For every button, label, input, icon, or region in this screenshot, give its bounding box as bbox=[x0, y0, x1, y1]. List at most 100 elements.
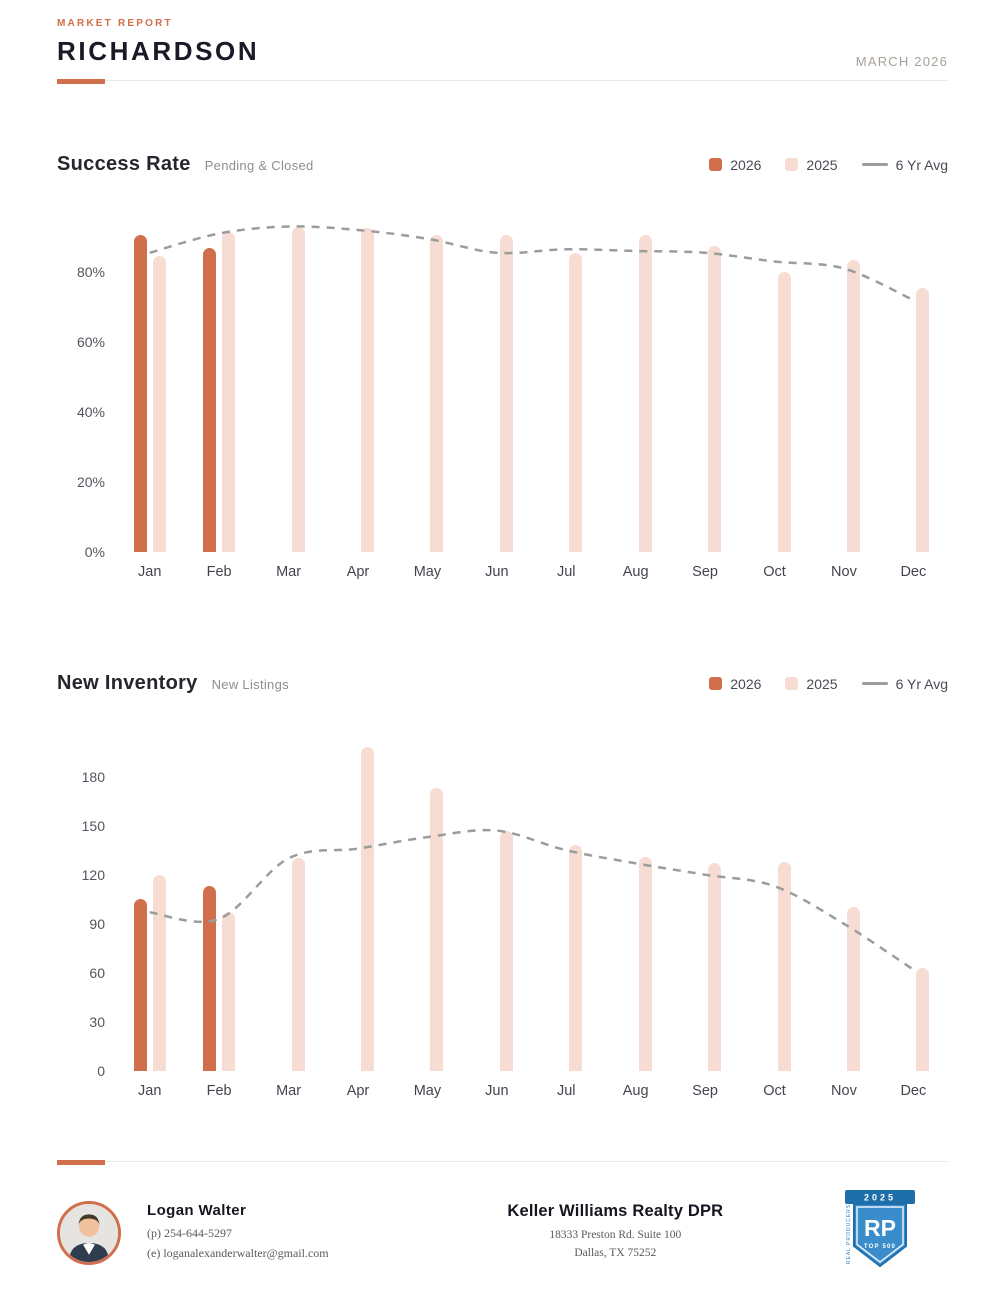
x-axis-label: Feb bbox=[206, 1083, 232, 1099]
bar-2025 bbox=[846, 259, 860, 552]
x-axis-label: May bbox=[413, 1083, 442, 1099]
legend-avg-line-icon bbox=[861, 163, 888, 166]
badge-shield bbox=[852, 1203, 907, 1268]
bars-layer bbox=[115, 202, 948, 552]
category-slot bbox=[254, 721, 323, 1071]
award-badge: REAL PRODUCERS 2025 RP TOP 500 bbox=[842, 1186, 918, 1279]
x-axis-label: Jan bbox=[138, 564, 162, 580]
category-slot bbox=[532, 721, 601, 1071]
x-axis-label: May bbox=[413, 564, 442, 580]
category-slot bbox=[740, 721, 809, 1071]
bar-2025 bbox=[916, 287, 930, 552]
x-axis-label: Mar bbox=[276, 564, 302, 580]
y-axis-label: 0 bbox=[97, 1063, 105, 1079]
bar-2025 bbox=[499, 235, 513, 552]
y-axis-label: 150 bbox=[81, 817, 105, 834]
bar-2026 bbox=[133, 235, 147, 552]
x-axis-label: Sep bbox=[692, 564, 718, 580]
legend-label-2025: 2025 bbox=[806, 156, 838, 173]
x-axis-label: Sep bbox=[692, 1083, 718, 1099]
agent-email: (e) loganalexanderwalter@gmail.com bbox=[147, 1245, 329, 1260]
bar-2025 bbox=[708, 245, 722, 552]
legend-swatch-2026-icon bbox=[709, 677, 723, 690]
y-axis: 0% 20% 40% 60% 80% bbox=[57, 202, 115, 560]
bar-2025 bbox=[638, 856, 652, 1071]
x-axis-label: Dec bbox=[900, 1083, 927, 1099]
x-axis-label: Dec bbox=[900, 564, 927, 580]
x-axis-label: Oct bbox=[763, 1083, 786, 1099]
chart-body: 0% 20% 40% 60% 80% bbox=[57, 202, 948, 560]
chart-legend: 2026 2025 6 Yr Avg bbox=[709, 157, 948, 173]
category-slot bbox=[393, 202, 462, 552]
x-axis-gutter bbox=[57, 1083, 115, 1099]
bar-2025 bbox=[569, 845, 583, 1071]
real-producers-top500-badge-icon: REAL PRODUCERS 2025 RP TOP 500 bbox=[844, 1190, 915, 1268]
plot-area bbox=[115, 202, 948, 552]
x-axis-label: Aug bbox=[622, 1083, 649, 1099]
badge-organization-label: REAL PRODUCERS bbox=[846, 1204, 852, 1264]
plot-area bbox=[115, 721, 948, 1071]
x-axis-label: Apr bbox=[346, 564, 370, 580]
chart-head: Success Rate Pending & Closed 2026 2025 … bbox=[57, 153, 948, 176]
legend-item-2025: 2025 bbox=[785, 156, 838, 173]
badge-rank-label: TOP 500 bbox=[864, 1244, 896, 1250]
legend-swatch-2025-icon bbox=[785, 677, 799, 690]
new-inventory-chart-section: New Inventory New Listings 2026 2025 6 Y… bbox=[57, 672, 948, 1099]
y-axis-label: 0% bbox=[84, 544, 105, 560]
x-axis-row: Jan Feb Mar Apr May Jun Jul Aug Sep Oct Nov Dec bbox=[57, 564, 948, 580]
bar-2025 bbox=[291, 858, 305, 1071]
category-slot bbox=[670, 721, 739, 1071]
category-slot bbox=[879, 202, 948, 552]
chart-subtitle: New Listings bbox=[211, 677, 289, 692]
category-slot bbox=[254, 202, 323, 552]
footer-content: Logan Walter (p) 254-644-5297 (e) logana… bbox=[57, 1186, 948, 1279]
chart-title-group: Success Rate Pending & Closed bbox=[57, 153, 314, 176]
company-info: Keller Williams Realty DPR 18333 Preston… bbox=[507, 1202, 723, 1263]
report-type-label: MARKET REPORT bbox=[57, 18, 173, 29]
chart-title: New Inventory bbox=[57, 672, 198, 694]
agent-photo bbox=[57, 1200, 121, 1265]
x-axis-label: Nov bbox=[831, 564, 857, 580]
legend-label-avg: 6 Yr Avg bbox=[895, 675, 948, 692]
x-axis-label: Nov bbox=[831, 1083, 857, 1099]
x-axis-label: Jan bbox=[138, 1083, 162, 1099]
company-name: Keller Williams Realty DPR bbox=[507, 1202, 724, 1221]
header-accent-bar bbox=[57, 79, 105, 84]
bar-2025 bbox=[916, 967, 930, 1071]
bar-2025 bbox=[222, 231, 236, 552]
bar-2025 bbox=[222, 912, 236, 1071]
category-slot bbox=[809, 721, 878, 1071]
category-slot bbox=[462, 202, 531, 552]
legend-item-avg: 6 Yr Avg bbox=[861, 157, 948, 173]
y-axis-label: 80% bbox=[76, 264, 105, 280]
x-axis: Jan Feb Mar Apr May Jun Jul Aug Sep Oct Nov Dec bbox=[115, 1083, 948, 1099]
header-divider bbox=[57, 79, 948, 84]
category-slot bbox=[740, 202, 809, 552]
category-slot bbox=[670, 202, 739, 552]
category-slot bbox=[809, 202, 878, 552]
legend-label-2025: 2025 bbox=[806, 675, 838, 692]
company-address-line2: Dallas, TX 75252 bbox=[574, 1247, 657, 1259]
chart-legend: 2026 2025 6 Yr Avg bbox=[709, 676, 948, 692]
x-axis-label: Aug bbox=[622, 564, 649, 580]
bar-2026 bbox=[203, 886, 217, 1071]
agent-photo-image bbox=[60, 1203, 118, 1262]
company-address-line1: 18333 Preston Rd. Suite 100 bbox=[549, 1229, 682, 1242]
agent-name: Logan Walter bbox=[147, 1202, 247, 1220]
bar-2025 bbox=[152, 874, 166, 1071]
category-slot bbox=[115, 721, 184, 1071]
x-axis-label: Jun bbox=[485, 564, 509, 580]
chart-title-group: New Inventory New Listings bbox=[57, 672, 289, 695]
agent-phone: (p) 254-644-5297 bbox=[147, 1226, 232, 1241]
chart-body: 0 30 60 90 120 150 180 bbox=[57, 721, 948, 1079]
y-axis-label: 60 bbox=[89, 964, 105, 981]
category-slot bbox=[532, 202, 601, 552]
report-date: MARCH 2026 bbox=[855, 54, 948, 69]
x-axis-label: Feb bbox=[206, 564, 232, 580]
success-rate-chart-section: Success Rate Pending & Closed 2026 2025 … bbox=[57, 153, 948, 580]
chart-title: Success Rate bbox=[57, 153, 191, 175]
agent-contact: (p) 254-644-5297 (e) loganalexanderwalte… bbox=[147, 1224, 329, 1262]
category-slot bbox=[115, 202, 184, 552]
bar-2025 bbox=[152, 256, 166, 552]
category-slot bbox=[601, 202, 670, 552]
